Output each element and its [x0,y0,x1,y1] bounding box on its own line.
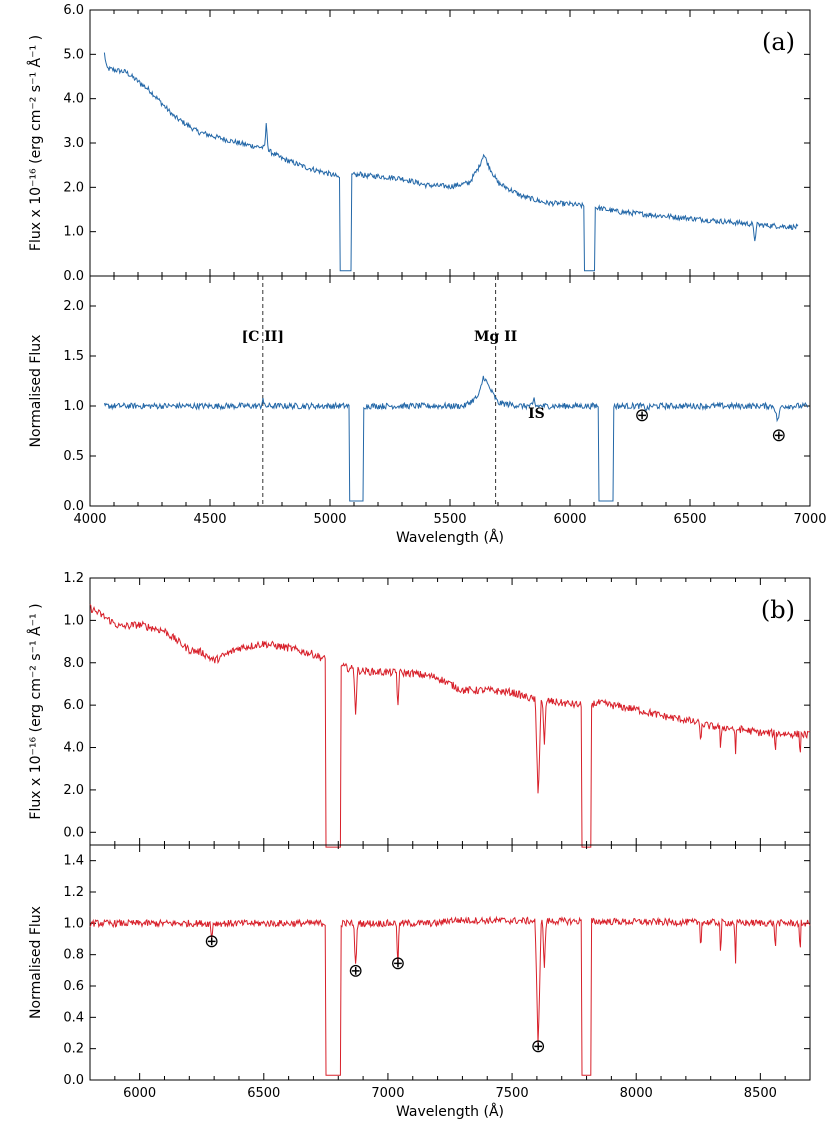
y-tick-label: 6.0 [63,3,84,18]
y-tick-label: 0.5 [63,449,84,464]
y-tick-label: 1.0 [63,225,84,240]
x-axis-label: Wavelength (Å) [396,529,504,546]
y-tick-label: 5.0 [63,47,84,62]
spectrum-line [103,375,809,502]
annotation: ⊕ [348,961,363,982]
spectrum-line [89,915,811,1076]
spectrum-line [103,52,799,272]
x-tick-label: 7500 [496,1086,529,1101]
annotation: IS [528,406,545,422]
y-axis-label: Normalised Flux [28,906,44,1019]
y-tick-label: 0.6 [63,979,84,994]
y-tick-label: 0.0 [63,1073,84,1088]
annotation: ⊕ [634,405,649,426]
y-tick-label: 4.0 [63,741,84,756]
annotation: ⊕ [531,1036,546,1057]
plot-frame [89,9,811,277]
x-tick-label: 6000 [123,1086,156,1101]
panel-a-flux: 0.0 1.0 2.0 3.0 4.0 5.0 6.0 Flux x 10⁻¹⁶ (erg c… [27,3,811,284]
annotation: [C II] [242,329,284,345]
y-tick-label: 4.0 [63,92,84,107]
x-tick-label: 7000 [371,1086,404,1101]
annotation: Mg II [474,329,517,345]
y-tick-label: 3.0 [63,136,84,151]
y-tick-label: 0.8 [63,948,84,963]
y-tick-label: 1.5 [63,349,84,364]
x-tick-label: 4000 [73,512,106,527]
y-tick-label: 0.0 [63,499,84,514]
x-tick-label: 8500 [744,1086,777,1101]
annotation: ⊕ [204,931,219,952]
panel-label: (a) [762,28,795,56]
x-tick-label: 6500 [247,1086,280,1101]
x-tick-label: 6000 [553,512,586,527]
x-tick-label: 5500 [433,512,466,527]
y-tick-label: 0.2 [63,1042,84,1057]
annotation: ⊕ [390,953,405,974]
y-tick-label: 2.0 [63,299,84,314]
x-tick-label: 7000 [793,512,826,527]
annotation: ⊕ [771,425,786,446]
y-tick-label: 0.0 [63,825,84,840]
y-tick-label: 2.0 [63,783,84,798]
panel-b-flux: 0.0 2.0 4.0 6.0 8.0 1.0 1.2 Flux x 10⁻¹⁶ (erg c… [27,571,811,848]
y-tick-label: 2.0 [63,180,84,195]
x-axis-label: Wavelength (Å) [396,1103,504,1120]
y-tick-label: 8.0 [63,656,84,671]
y-axis-label: Normalised Flux [28,335,44,448]
y-tick-label: 1.0 [63,399,84,414]
y-tick-label: 1.0 [63,613,84,628]
y-tick-label: 1.4 [63,854,84,869]
spectrum-line [89,604,811,848]
y-tick-label: 1.2 [63,885,84,900]
y-axis-label: Flux x 10⁻¹⁶ (erg cm⁻² s⁻¹ Å⁻¹ ) [27,603,44,819]
y-tick-label: 0.0 [63,269,84,284]
plot-frame [89,577,811,846]
panel-label: (b) [761,596,795,624]
x-tick-label: 6500 [673,512,706,527]
x-tick-label: 5000 [313,512,346,527]
y-tick-label: 1.0 [63,916,84,931]
x-tick-label: 8000 [620,1086,653,1101]
y-tick-label: 6.0 [63,698,84,713]
panel-b-norm: 0.0 0.2 0.4 0.6 0.8 1.0 1.2 1.4 6000 6500 7000 7500… [28,844,811,1120]
plot-frame [89,844,811,1081]
panel-a-norm: 0.0 0.5 1.0 1.5 2.0 4000 4500 5000 5500 6000 6500 7… [28,275,827,546]
x-tick-label: 4500 [193,512,226,527]
y-tick-label: 1.2 [63,571,84,586]
y-axis-label: Flux x 10⁻¹⁶ (erg cm⁻² s⁻¹ Å⁻¹ ) [27,35,44,251]
plot-frame [89,275,811,507]
y-tick-label: 0.4 [63,1010,84,1025]
